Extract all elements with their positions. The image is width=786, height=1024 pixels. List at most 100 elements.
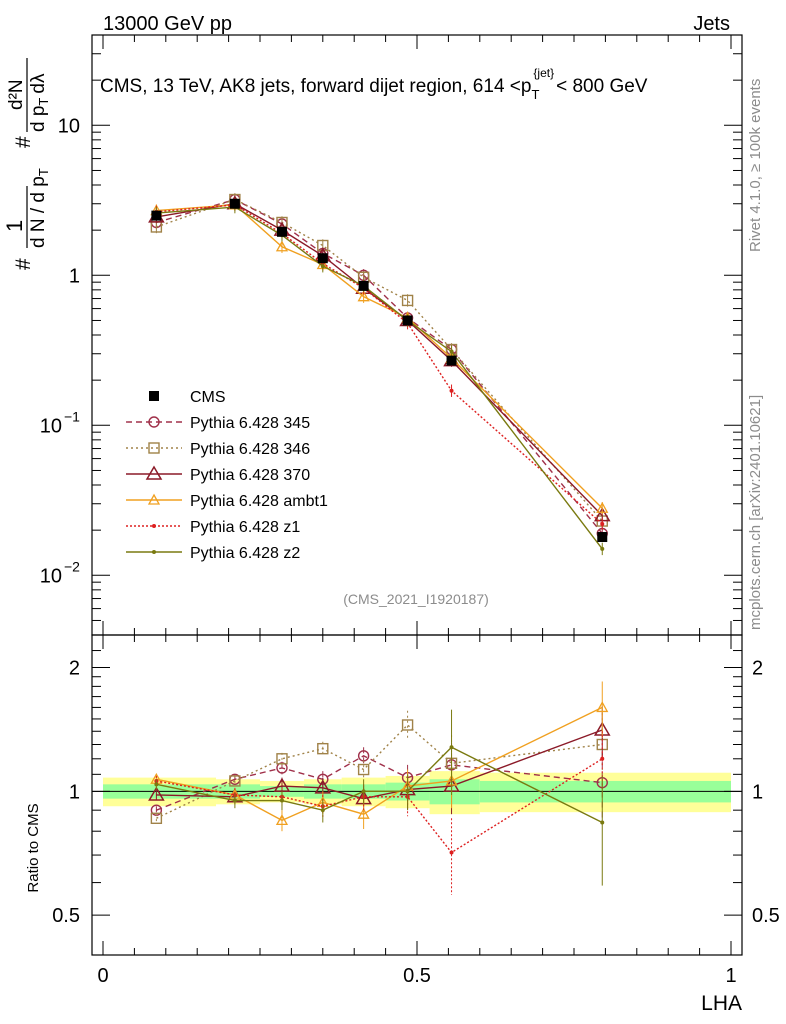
chart-title: CMS, 13 TeV, AK8 jets, forward dijet reg…	[100, 66, 648, 102]
ylabel-d2n: d²N	[6, 79, 27, 110]
legend-marker	[152, 524, 156, 528]
ratio-point	[273, 777, 291, 792]
series-line	[156, 198, 603, 522]
ratio-point	[600, 820, 605, 825]
ratio-point	[600, 756, 605, 761]
series-cms-data	[151, 198, 608, 543]
legend-entry: Pythia 6.428 346	[126, 441, 310, 458]
legend-entry: Pythia 6.428 370	[126, 465, 310, 484]
cms-data-point	[597, 532, 608, 543]
category-label: Jets	[693, 13, 730, 35]
ratio-series-z2	[154, 709, 605, 886]
ylabel-one: 1	[2, 220, 27, 232]
ratio-line	[156, 724, 603, 819]
legend-entry: Pythia 6.428 z2	[126, 545, 300, 562]
cms-data-point	[446, 355, 457, 366]
data-point	[449, 349, 454, 354]
ratio-point	[449, 850, 454, 855]
ratio-point	[401, 719, 414, 731]
legend-label: Pythia 6.428 345	[190, 415, 310, 432]
legend-label: Pythia 6.428 370	[190, 467, 310, 484]
legend-marker	[147, 493, 161, 505]
ratio-line	[156, 706, 603, 822]
series-line	[156, 206, 603, 550]
x-tick-label: 0	[97, 965, 108, 987]
legend-entry: Pythia 6.428 ambt1	[126, 493, 328, 510]
cms-data-point	[151, 210, 162, 221]
ratio-point	[320, 808, 325, 813]
series-line	[156, 203, 603, 517]
y-tick-exponent: −2	[64, 558, 80, 574]
x-tick-label: 1	[725, 965, 736, 987]
x-axis-label: LHA	[701, 992, 742, 1015]
y-tick-label: 1	[69, 265, 80, 287]
y-tick-exponent: −1	[64, 408, 80, 424]
legend-entry: Pythia 6.428 345	[126, 415, 310, 432]
y-tick-label: 10	[40, 565, 62, 587]
analysis-id: (CMS_2021_I1920187)	[343, 591, 489, 607]
ylabel-dndpt: d N / d pT	[28, 168, 51, 248]
data-point	[357, 290, 370, 302]
ratio-point	[276, 753, 288, 765]
ratio-point	[150, 812, 163, 824]
ratio-point	[361, 789, 366, 794]
legend-marker	[149, 391, 159, 401]
legend-label: Pythia 6.428 z2	[190, 545, 300, 562]
ratio-panel-series	[148, 681, 611, 895]
legend-label: Pythia 6.428 346	[190, 441, 310, 458]
legend-marker	[152, 550, 156, 554]
series-345	[150, 193, 608, 540]
ratio-point	[317, 742, 329, 755]
cms-data-point	[229, 198, 240, 209]
ratio-tick-label-right: 2	[752, 658, 763, 680]
energy-label: 13000 GeV pp	[103, 13, 232, 35]
ylabel-sym-1: #	[12, 258, 35, 270]
ratio-tick-label-right: 1	[752, 781, 763, 803]
ratio-point	[279, 798, 284, 803]
y-axis-title: # 1 d N / d pT # d²N d pTdλ	[2, 58, 51, 270]
legend: CMS Pythia 6.428 345 Pythia 6.428 346 Pythi…	[126, 389, 328, 562]
legend-entry: CMS	[149, 389, 226, 406]
ratio-tick-label-right: 0.5	[752, 905, 780, 927]
ratio-point	[357, 807, 370, 819]
ratio-ylabel: Ratio to CMS	[25, 803, 42, 892]
ratio-point	[148, 786, 165, 801]
ratio-point	[405, 789, 410, 794]
rivet-label: Rivet 4.1.0, ≥ 100k events	[747, 79, 764, 252]
data-point	[275, 240, 289, 252]
ratio-point	[229, 775, 241, 787]
ratio-point	[232, 798, 237, 803]
ratio-tick-label: 1	[69, 781, 80, 803]
legend-entry: Pythia 6.428 z1	[126, 519, 300, 536]
legend-label: CMS	[190, 389, 226, 406]
legend-label: Pythia 6.428 ambt1	[190, 493, 328, 510]
y-tick-label: 10	[58, 115, 80, 137]
legend-label: Pythia 6.428 z1	[190, 519, 300, 536]
ratio-tick-label: 2	[69, 658, 80, 680]
legend-marker	[145, 465, 163, 480]
data-point	[596, 501, 609, 513]
ratio-point	[275, 814, 289, 826]
data-point	[600, 546, 605, 551]
data-point	[320, 264, 325, 269]
ratio-line	[156, 746, 603, 824]
mcplots-label: mcplots.cern.ch [arXiv:2401.10621]	[747, 395, 764, 630]
data-point	[401, 294, 414, 307]
ratio-series-z1	[154, 731, 605, 895]
cms-data-point	[276, 226, 287, 237]
data-point	[600, 521, 605, 526]
ratio-point	[449, 745, 454, 750]
y-tick-label: 10	[40, 415, 62, 437]
ratio-tick-label: 0.5	[52, 905, 80, 927]
ylabel-dptdl: d pTdλ	[28, 73, 51, 132]
legend-marker	[148, 442, 160, 454]
ratio-point	[357, 763, 370, 776]
x-tick-label: 0.5	[403, 965, 431, 987]
legend-marker	[148, 416, 160, 428]
cms-data-point	[402, 315, 413, 326]
cms-data-point	[358, 280, 369, 291]
cms-data-point	[317, 253, 328, 264]
main-panel-series	[148, 193, 611, 556]
